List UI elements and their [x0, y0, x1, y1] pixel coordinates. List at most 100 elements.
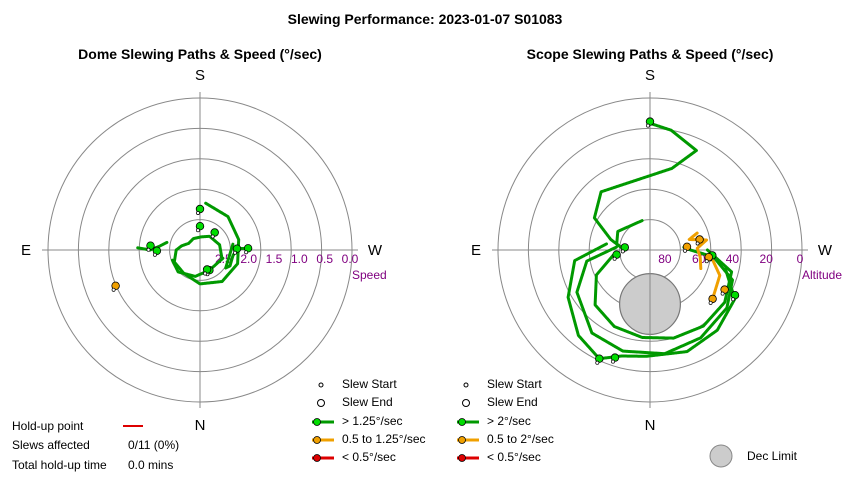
scope-slew-marker [720, 285, 729, 294]
scope-slew-marker [730, 291, 740, 300]
legend-r-slew-end-marker [462, 399, 470, 407]
scope-axes [492, 92, 808, 408]
dome-plot-title: Dome Slewing Paths & Speed (°/sec) [78, 46, 322, 62]
legend-r-medium-marker [458, 436, 466, 444]
dome-tick-label: 0.0 [342, 252, 359, 266]
dome-slew-marker [202, 265, 212, 274]
legend-r-slow-label: < 0.5°/sec [487, 450, 541, 464]
scope-slew-marker [610, 353, 620, 362]
scope-slew-path [575, 245, 734, 356]
scope-slew-path [687, 231, 708, 270]
dome-slew-marker [232, 244, 242, 253]
legend-dec-limit-marker [709, 444, 733, 468]
scope-legend: Slew Start Slew End > 2°/sec 0.5 to 2°/s… [457, 377, 798, 468]
scope-slew-start-marker [611, 359, 615, 364]
dome-slew-start-marker [146, 247, 151, 252]
dome-tick-label: 1.0 [291, 252, 308, 266]
scope-compass-west: W [818, 242, 833, 259]
scope-compass-east: E [471, 242, 481, 259]
legend-r-slow-marker [458, 454, 466, 462]
legend-medium-marker [313, 436, 321, 444]
legend-dec-limit-label: Dec Limit [747, 449, 798, 463]
legend-fast-marker [313, 418, 321, 426]
scope-slew-start-marker [612, 256, 617, 261]
scope-tick-label: 40 [726, 252, 740, 266]
total-holdup-value: 0.0 mins [128, 458, 173, 472]
scope-slew-start-marker [595, 360, 600, 365]
dome-slew-marker [210, 228, 219, 237]
legend-slow-marker [313, 454, 321, 462]
scope-slew-start-marker [708, 300, 713, 305]
dome-radial-label: Speed [352, 268, 387, 282]
legend-slew-start-label: Slew Start [342, 377, 397, 391]
scope-plot-title: Scope Slewing Paths & Speed (°/sec) [527, 46, 774, 62]
dome-tick-label: 1.5 [266, 252, 283, 266]
dome-slew-start-marker [196, 211, 200, 215]
scope-compass-south: S [645, 67, 655, 84]
scope-slew-start-marker [620, 249, 625, 254]
dome-compass-south: S [195, 67, 205, 84]
scope-radial-label: Altitude [802, 268, 842, 282]
scope-slew-start-marker [731, 297, 735, 302]
legend-fast-label: > 1.25°/sec [342, 414, 403, 428]
dome-compass-west: W [368, 242, 383, 259]
scope-tick-label: 20 [760, 252, 774, 266]
dome-slew-start-marker [233, 250, 237, 255]
dome-compass-east: E [21, 242, 31, 259]
dome-slew-marker [111, 281, 120, 290]
legend-r-slew-start-label: Slew Start [487, 377, 542, 391]
scope-slew-marker [682, 242, 692, 251]
legend-r-slew-end-label: Slew End [487, 395, 538, 409]
scope-polar-plot: Scope Slewing Paths & Speed (°/sec) S N … [471, 46, 842, 434]
dome-polar-plot: Dome Slewing Paths & Speed (°/sec) S N E… [21, 46, 387, 434]
scope-slew-path [711, 259, 722, 301]
scope-slew-marker [595, 354, 604, 363]
legend-r-fast-marker [458, 418, 466, 426]
dome-slew-marker [146, 241, 155, 250]
dome-tick-label: 2.0 [240, 252, 257, 266]
scope-slew-path [592, 121, 698, 252]
dome-slew-paths [136, 201, 250, 286]
scope-slew-paths [566, 121, 737, 361]
scope-compass-north: N [645, 417, 656, 434]
dome-legend: Slew Start Slew End > 1.25°/sec 0.5 to 1… [312, 377, 426, 464]
dome-slew-start-marker [152, 252, 157, 257]
legend-r-fast-label: > 2°/sec [487, 414, 531, 428]
legend-r-slew-start-marker [463, 382, 469, 388]
dome-tick-label: 0.5 [316, 252, 333, 266]
scope-slew-path [566, 242, 737, 361]
dome-slew-markers [111, 204, 253, 292]
scope-slew-marker [708, 294, 717, 304]
legend-slew-end-marker [317, 399, 325, 407]
scope-slew-start-marker [704, 259, 709, 264]
total-holdup-label: Total hold-up time [12, 458, 107, 472]
scope-slew-marker [612, 250, 621, 259]
scope-slew-start-marker [646, 123, 650, 128]
dome-slew-start-marker [203, 271, 208, 276]
legend-slew-start-marker [318, 382, 324, 388]
dome-slew-marker [152, 246, 162, 255]
legend-slow-label: < 0.5°/sec [342, 450, 396, 464]
scope-slew-marker [620, 243, 629, 252]
legend-r-medium-label: 0.5 to 2°/sec [487, 432, 554, 446]
dome-slew-path [170, 256, 225, 278]
dome-slew-marker [195, 204, 205, 214]
scope-slew-path [615, 219, 644, 252]
scope-slew-marker [695, 235, 704, 244]
chart-title: Slewing Performance: 2023-01-07 S01083 [288, 11, 563, 27]
dome-slew-marker [243, 244, 253, 253]
scope-slew-start-marker [683, 248, 687, 253]
scope-tick-label: 80 [658, 252, 672, 266]
holdup-point-label: Hold-up point [12, 419, 84, 433]
scope-slew-start-marker [695, 241, 700, 246]
dome-axes [42, 92, 358, 408]
dome-slew-start-marker [210, 234, 215, 239]
scope-slew-marker [645, 117, 655, 126]
legend-slew-end-label: Slew End [342, 395, 393, 409]
scope-tick-label: 0 [797, 252, 804, 266]
dome-slew-start-marker [196, 228, 200, 233]
scope-slew-start-marker [720, 291, 725, 296]
slews-affected-value: 0/11 (0%) [128, 438, 179, 452]
legend-medium-label: 0.5 to 1.25°/sec [342, 432, 426, 446]
